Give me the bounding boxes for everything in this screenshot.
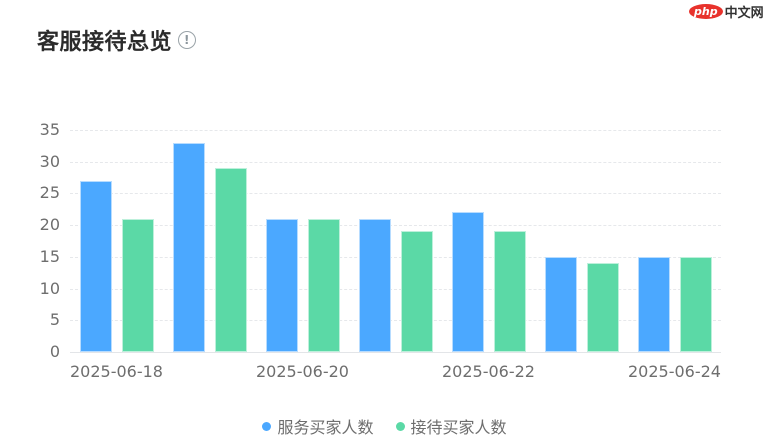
y-axis-tick: 35: [39, 120, 60, 139]
bar-served[interactable]: [452, 212, 484, 352]
bar-served[interactable]: [359, 218, 391, 352]
x-axis-tick: 2025-06-22: [442, 362, 535, 381]
gridline: [70, 130, 721, 131]
bar-received[interactable]: [122, 218, 154, 352]
bar-received[interactable]: [587, 263, 619, 352]
y-axis-tick: 0: [49, 342, 60, 361]
gridline: [70, 256, 721, 258]
legend-label: 接待买家人数: [410, 418, 507, 437]
bar-served[interactable]: [638, 256, 670, 352]
y-axis-tick: 5: [49, 310, 60, 330]
bar-served[interactable]: [173, 142, 205, 352]
y-axis-tick: 10: [39, 278, 60, 298]
bar-received[interactable]: [401, 231, 433, 352]
legend-item-received[interactable]: 接待买家人数: [395, 414, 507, 438]
x-axis-tick: 2025-06-18: [70, 362, 163, 381]
gridline: [70, 193, 721, 195]
legend-dot-icon: [395, 421, 405, 431]
y-axis-tick: 25: [39, 183, 60, 203]
y-axis-tick: 20: [39, 215, 60, 235]
watermark-logo: php 中文网: [689, 2, 764, 21]
page-title: 客服接待总览 !: [37, 24, 197, 56]
watermark-text: 中文网: [724, 6, 764, 21]
info-circle-icon[interactable]: !: [178, 31, 197, 49]
x-axis-tick: 2025-06-24: [628, 362, 721, 381]
x-axis-tick: 2025-06-20: [256, 362, 349, 381]
chart-legend: 服务买家人数 接待买家人数: [0, 414, 769, 438]
php-logo-icon: php: [689, 4, 723, 19]
bar-received[interactable]: [308, 218, 340, 352]
gridline: [70, 288, 721, 290]
y-axis-tick: 30: [39, 151, 60, 171]
legend-item-served[interactable]: 服务买家人数: [262, 414, 374, 438]
title-text: 客服接待总览: [37, 30, 173, 55]
x-axis-line: [70, 352, 721, 353]
gridline: [70, 225, 721, 227]
y-axis-tick: 15: [39, 246, 60, 266]
bar-served[interactable]: [266, 218, 298, 352]
gridline: [70, 320, 721, 322]
bar-served[interactable]: [545, 256, 577, 352]
gridline: [70, 161, 721, 163]
bar-received[interactable]: [215, 168, 247, 352]
legend-label: 服务买家人数: [277, 418, 374, 437]
bar-received[interactable]: [494, 231, 526, 352]
bar-received[interactable]: [680, 256, 712, 352]
bar-served[interactable]: [80, 180, 112, 352]
legend-dot-icon: [262, 421, 272, 431]
